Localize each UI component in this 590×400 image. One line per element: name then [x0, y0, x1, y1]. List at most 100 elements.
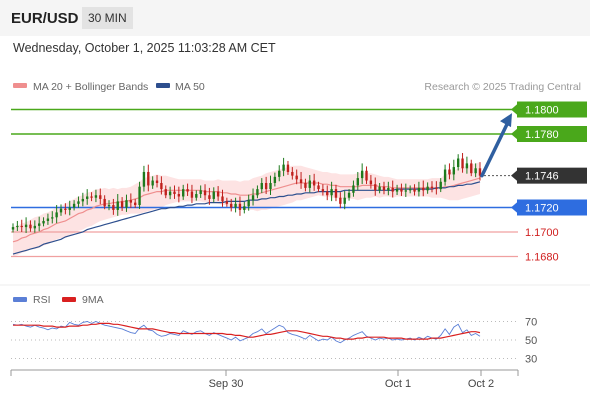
candle-body [291, 171, 294, 176]
candle-body [160, 183, 163, 190]
candle-body [461, 158, 464, 169]
candle-body [413, 189, 416, 192]
candle-body [282, 164, 285, 171]
candle-body [125, 200, 128, 208]
price-label-1-1800: 1.1800 [525, 105, 559, 117]
candle-body [68, 207, 71, 210]
candle-body [99, 195, 102, 199]
candle-body [33, 225, 37, 229]
candle-body [474, 168, 477, 174]
candle-body [120, 201, 124, 208]
candle-body [24, 224, 28, 228]
candle-body [155, 180, 159, 183]
timeframe-button[interactable]: 30 MIN [82, 7, 133, 29]
candle-body [195, 194, 198, 198]
candle-body [278, 170, 281, 177]
credit-label: Research © 2025 Trading Central [424, 81, 581, 93]
candle-body [46, 218, 50, 221]
price-chart: 1.1800 1.1780 1.1746 1.1720 1.1700 1.1680 [11, 101, 587, 264]
candle-body [430, 186, 434, 188]
datetime-label: Wednesday, October 1, 2025 11:03:28 AM C… [13, 41, 276, 55]
candle-body [256, 189, 259, 196]
candle-body [203, 190, 207, 196]
candle-body [177, 194, 181, 197]
candle-body [378, 186, 381, 191]
candle-body [273, 176, 277, 183]
candle-body [286, 164, 290, 172]
candle-body [347, 192, 351, 198]
candle-body [269, 183, 272, 190]
candle-body [173, 191, 176, 195]
rsi-ma-legend-label: 9MA [82, 294, 104, 306]
ma20-legend-swatch [13, 83, 27, 88]
candle-body [55, 212, 58, 218]
candle-body [51, 217, 54, 219]
ma50-legend-swatch [156, 83, 170, 88]
candle-body [465, 163, 469, 169]
candle-body [216, 191, 220, 197]
candle-body [37, 223, 41, 226]
candle-body [260, 183, 263, 190]
candle-body [86, 196, 89, 199]
x-tick-label: Oct 1 [385, 378, 411, 390]
candle-body [264, 183, 268, 190]
candle-body [308, 180, 311, 188]
x-axis: Sep 30 Oct 1 Oct 2 [10, 370, 519, 390]
candle-body [168, 191, 172, 196]
candle-body [134, 202, 137, 206]
candle-body [212, 191, 215, 199]
candle-body [360, 170, 364, 179]
candle-body [443, 169, 447, 182]
candle-body [391, 187, 394, 192]
candle-body [387, 187, 390, 191]
candle-body [151, 180, 154, 186]
price-label-1-1680: 1.1680 [525, 252, 559, 264]
price-label-pointer [511, 201, 518, 214]
candle-body [382, 186, 386, 191]
candle-body [295, 175, 298, 180]
candle-body [435, 187, 438, 190]
candle-body [408, 189, 412, 191]
candle-body [395, 189, 399, 192]
candle-body [365, 170, 368, 181]
candle-body [234, 203, 237, 208]
candle-body [343, 197, 346, 204]
rsi-tick-label: 50 [525, 335, 537, 347]
candle-body [199, 190, 202, 195]
candle-body [456, 158, 460, 168]
candle-body [138, 186, 141, 206]
candle-body [352, 185, 355, 193]
ma50-line [12, 181, 481, 255]
price-label-1-1700: 1.1700 [525, 227, 559, 239]
price-label-pointer [511, 103, 518, 116]
candle-body [29, 224, 32, 229]
candle-body [334, 189, 338, 198]
candle-body [312, 180, 316, 186]
candle-body [478, 168, 482, 176]
candle-body [186, 189, 189, 192]
candle-body [369, 180, 373, 185]
candle-body [251, 195, 255, 201]
candle-body [400, 189, 403, 192]
candle-body [404, 190, 407, 192]
price-label-box [517, 167, 587, 184]
candle-body [448, 169, 451, 175]
ma20-line [12, 177, 481, 243]
candle-body [356, 178, 359, 186]
candle-body [221, 196, 224, 202]
candle-body [190, 191, 194, 198]
price-label-box [517, 126, 587, 142]
candle-body [42, 220, 45, 224]
rsi-tick-label: 30 [525, 354, 537, 366]
candle-body [90, 196, 93, 198]
candle-body [317, 185, 320, 190]
x-tick-label: Oct 2 [468, 378, 494, 390]
candle-body [142, 171, 146, 187]
candle-body [81, 198, 85, 202]
ma50-legend-label: MA 50 [175, 81, 205, 93]
price-label-pointer [511, 128, 518, 140]
symbol-title: EUR/USD [11, 10, 79, 27]
candle-body [147, 171, 150, 186]
price-label-1-1720: 1.1720 [525, 203, 559, 215]
